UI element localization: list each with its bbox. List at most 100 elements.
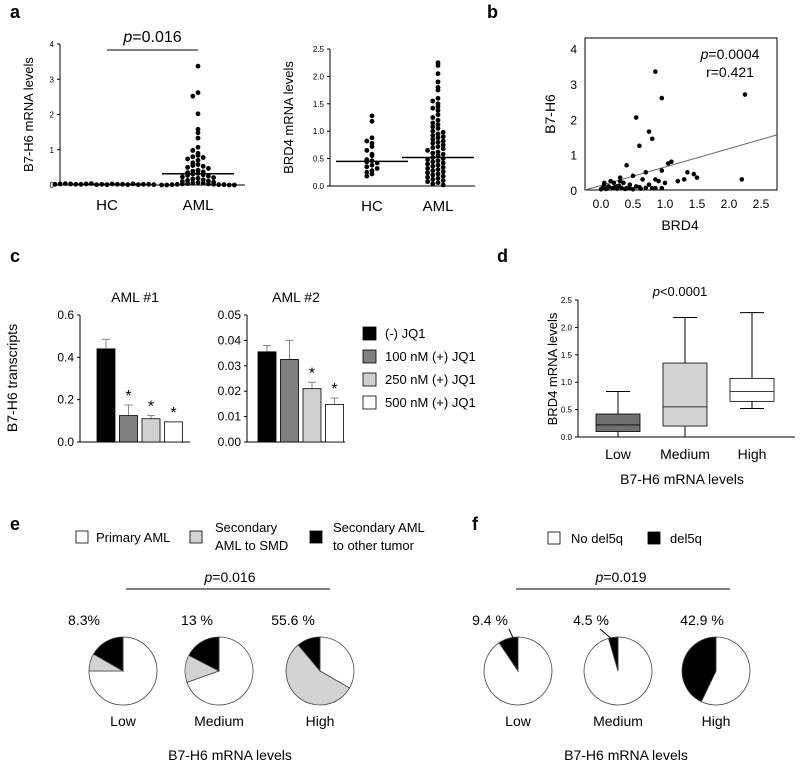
data-point: [195, 162, 201, 167]
data-point: [364, 147, 370, 153]
data-point: [662, 180, 668, 186]
data-point: [374, 166, 380, 171]
data-point: [659, 168, 665, 173]
pie-percent-label: 4.5 %: [573, 612, 609, 628]
data-point: [185, 164, 191, 170]
data-point: [57, 181, 63, 187]
data-point: [185, 156, 191, 162]
legend-swatch: [362, 326, 377, 341]
data-point: [195, 90, 201, 96]
y-tick-label: 3: [50, 75, 55, 84]
data-point: [659, 185, 665, 191]
data-point: [174, 181, 180, 187]
data-point: [435, 149, 441, 155]
pie-category-label: High: [702, 713, 731, 729]
pie-slice: [188, 636, 220, 672]
legend-swatch: [362, 372, 377, 387]
y-tick-label: 0.6: [57, 308, 74, 322]
p-value-label: p=0.016: [203, 569, 255, 585]
bar: [96, 348, 116, 443]
data-point: [617, 175, 623, 180]
legend-label: to other tumor: [333, 538, 415, 553]
data-point: [633, 115, 639, 120]
p-value-label: p=0.016: [122, 29, 181, 46]
data-point: [435, 117, 441, 123]
data-point: [146, 181, 152, 187]
data-point: [643, 185, 649, 191]
data-point: [646, 182, 652, 187]
data-point: [435, 131, 441, 137]
data-point: [630, 186, 636, 192]
legend-label: 250 nM (+) JQ1: [385, 372, 476, 387]
y-tick-label: 0.0: [313, 182, 325, 191]
bar: [302, 388, 322, 443]
legend-swatch: [309, 530, 323, 544]
data-point: [430, 124, 436, 130]
p-value-label: p=0.019: [594, 569, 646, 585]
legend-swatch: [647, 531, 661, 545]
y-tick-label: 0.0: [561, 433, 573, 442]
data-point: [430, 168, 436, 174]
data-point: [435, 63, 441, 68]
data-point: [435, 122, 441, 128]
pie-slice: [186, 636, 254, 706]
data-point: [195, 180, 201, 185]
x-category-label: AML: [183, 197, 214, 214]
y-tick-label: 0.5: [561, 406, 573, 415]
data-point: [430, 120, 436, 126]
data-point: [694, 175, 700, 180]
y-tick-label: 0.02: [218, 384, 242, 398]
data-point: [435, 171, 441, 177]
data-point: [440, 151, 446, 157]
data-point: [211, 175, 217, 180]
data-point: [141, 181, 146, 187]
data-point: [430, 115, 436, 120]
legend-swatch: [362, 395, 377, 410]
data-point: [180, 181, 185, 187]
panel-label-f: f: [472, 514, 479, 534]
data-point: [430, 172, 436, 178]
data-point: [430, 105, 436, 111]
pie-slice: [319, 636, 355, 689]
data-point: [68, 181, 73, 187]
plot-frame: [584, 37, 778, 191]
data-point: [430, 137, 436, 142]
x-category-label: High: [738, 446, 767, 462]
bar: [325, 404, 344, 443]
box: [595, 413, 641, 432]
y-tick-label: 0.0: [57, 435, 74, 449]
pie-percent-label: 9.4 %: [472, 612, 508, 628]
data-point: [440, 138, 446, 144]
data-point: [603, 186, 609, 192]
data-point: [221, 182, 227, 188]
data-point: [430, 128, 436, 134]
data-point: [440, 146, 446, 152]
data-point: [369, 113, 375, 119]
box: [729, 377, 775, 402]
pie-slice: [92, 636, 124, 672]
data-point: [206, 166, 211, 171]
data-point: [364, 138, 370, 144]
pie-category-label: Low: [110, 713, 137, 729]
x-category-label: HC: [361, 198, 383, 215]
data-point: [195, 130, 201, 136]
data-point: [364, 164, 370, 170]
x-axis-label: B7-H6 mRNA levels: [564, 747, 688, 763]
chart-title: AML #2: [272, 289, 320, 305]
data-point: [435, 175, 441, 181]
y-tick-label: 1: [50, 146, 55, 155]
pie-slice: [608, 636, 619, 672]
data-point: [195, 152, 201, 158]
y-tick-label: 2: [570, 113, 577, 127]
legend-label: (-) JQ1: [385, 326, 425, 341]
legend-label: No del5q: [571, 531, 623, 546]
data-point: [435, 126, 441, 131]
significance-star: *: [170, 405, 176, 422]
data-point: [440, 173, 446, 179]
pie-category-label: Medium: [593, 713, 643, 729]
y-tick-label: 3: [570, 78, 577, 92]
x-tick-label: 2.5: [753, 197, 770, 211]
data-point: [601, 182, 607, 187]
p-value-label: p=0.0004: [700, 46, 760, 62]
data-point: [440, 178, 446, 183]
